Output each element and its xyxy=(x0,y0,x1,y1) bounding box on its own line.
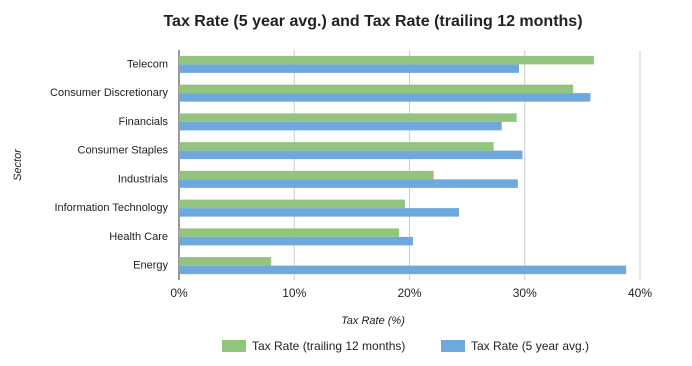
bar xyxy=(179,93,591,102)
y-tick-label: Consumer Staples xyxy=(78,145,169,157)
bar xyxy=(179,265,627,275)
bar xyxy=(179,121,502,131)
legend-swatch xyxy=(222,340,246,352)
chart-title: Tax Rate (5 year avg.) and Tax Rate (tra… xyxy=(163,13,582,30)
x-tick-label: 0% xyxy=(170,286,188,300)
y-tick-label: Industrials xyxy=(118,173,169,185)
bar xyxy=(179,113,517,122)
bar xyxy=(179,199,405,209)
y-axis-label: Sector xyxy=(12,148,24,181)
bar xyxy=(179,55,594,65)
y-tick-label: Health Care xyxy=(109,231,168,243)
bar xyxy=(179,179,518,188)
bar xyxy=(179,228,400,237)
legend-label: Tax Rate (5 year avg.) xyxy=(471,339,589,353)
bar xyxy=(179,150,523,160)
x-tick-label: 10% xyxy=(282,286,306,300)
y-tick-label: Energy xyxy=(133,260,168,272)
bar xyxy=(179,208,460,217)
bar xyxy=(179,236,413,246)
y-tick-label: Information Technology xyxy=(54,202,168,214)
x-tick-label: 30% xyxy=(513,286,537,300)
bar xyxy=(179,142,494,151)
legend-label: Tax Rate (trailing 12 months) xyxy=(252,339,405,353)
x-axis-label: Tax Rate (%) xyxy=(341,315,405,327)
y-tick-label: Financials xyxy=(118,116,168,128)
x-tick-label: 20% xyxy=(397,286,421,300)
bar xyxy=(179,170,434,180)
x-tick-label: 40% xyxy=(628,286,652,300)
bar xyxy=(179,257,272,266)
bar xyxy=(179,64,519,73)
y-tick-label: Telecom xyxy=(127,58,168,70)
bar xyxy=(179,84,574,94)
y-tick-label: Consumer Discretionary xyxy=(50,87,168,99)
legend-swatch xyxy=(441,340,465,352)
